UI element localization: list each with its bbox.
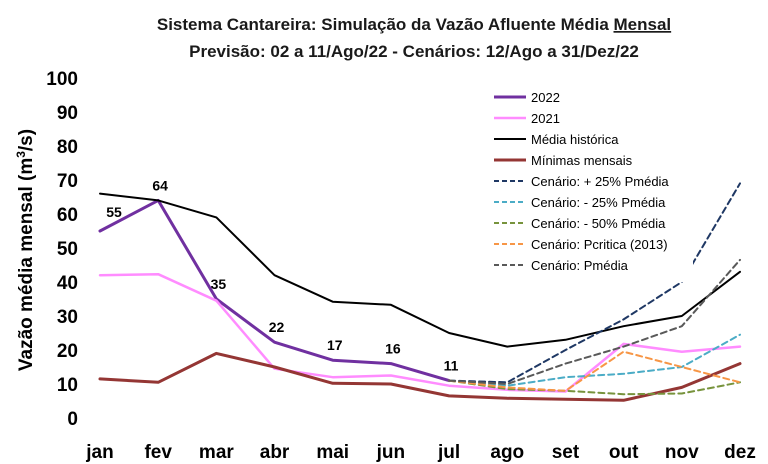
x-tick-label: ago bbox=[490, 442, 524, 463]
y-tick-label: 70 bbox=[57, 171, 78, 192]
y-tick-label: 60 bbox=[57, 205, 78, 226]
y-tick-label: 90 bbox=[57, 103, 78, 124]
y-tick-label: 30 bbox=[57, 307, 78, 328]
x-tick-label: jan bbox=[85, 442, 113, 463]
y-tick-label: 20 bbox=[57, 341, 78, 362]
x-tick-label: nov bbox=[665, 442, 699, 463]
x-tick-label: set bbox=[552, 442, 580, 463]
data-label: 64 bbox=[152, 177, 168, 193]
x-tick-label: mar bbox=[199, 442, 234, 463]
series-cenario-pmedia-line bbox=[448, 258, 741, 385]
data-labels-layer: 55 64 35 22 17 16 11 bbox=[106, 177, 458, 373]
legend-label-media-historica: Média histórica bbox=[531, 132, 619, 147]
series-media-historica-line bbox=[99, 192, 741, 348]
data-label: 17 bbox=[327, 337, 343, 353]
chart-title-line1: Sistema Cantareira: Simulação da Vazão A… bbox=[157, 15, 671, 34]
legend-label-cenario-pcritica-2013: Cenário: Pcritica (2013) bbox=[531, 237, 668, 252]
series-cenario-50-pmedia-line bbox=[448, 379, 741, 396]
x-tick-label: jul bbox=[437, 442, 460, 463]
y-tick-label: 0 bbox=[67, 409, 78, 430]
y-tick-label: 40 bbox=[57, 273, 78, 294]
data-label: 55 bbox=[106, 204, 122, 220]
x-tick-label: jun bbox=[376, 442, 406, 463]
y-tick-label: 100 bbox=[46, 69, 78, 90]
legend-label-2022: 2022 bbox=[531, 90, 560, 105]
data-label: 11 bbox=[444, 358, 459, 374]
legend-label-cenario-50-pmedia: Cenário: - 50% Pmédia bbox=[531, 216, 666, 231]
data-label: 22 bbox=[269, 319, 285, 335]
series-minimas-mensais-line bbox=[98, 351, 742, 402]
x-tick-label: out bbox=[609, 442, 639, 463]
data-label: 35 bbox=[211, 276, 227, 292]
series-layer bbox=[98, 182, 742, 402]
y-tick-label: 10 bbox=[57, 375, 78, 396]
legend-label-cenario-25-pmedia: Cenário: - 25% Pmédia bbox=[531, 195, 666, 210]
series-2021-line bbox=[98, 272, 742, 393]
x-tick-label: mai bbox=[316, 442, 349, 463]
axis-layer: 0 10 20 30 40 50 60 70 80 90 100 jan fev mar abr mai jun… bbox=[46, 69, 756, 463]
x-tick-label: fev bbox=[144, 442, 172, 463]
y-tick-label: 80 bbox=[57, 137, 78, 158]
y-axis-label: Vazão média mensal (m3/s) bbox=[14, 129, 37, 371]
x-tick-label: dez bbox=[724, 442, 756, 463]
legend-label-2021: 2021 bbox=[531, 111, 560, 126]
chart-title-line2: Previsão: 02 a 11/Ago/22 - Cenários: 12/… bbox=[189, 42, 639, 61]
series-cenario-25-pmedia-line bbox=[448, 333, 741, 387]
x-tick-label: abr bbox=[260, 442, 290, 463]
data-label: 16 bbox=[385, 341, 401, 357]
y-tick-label: 50 bbox=[57, 239, 78, 260]
legend-label-cenario-25-pmedia: Cenário: + 25% Pmédia bbox=[531, 174, 669, 189]
legend-label-minimas-mensais: Mínimas mensais bbox=[531, 153, 633, 168]
legend: 2022 2021 Média histórica Mínimas mensais Ce… bbox=[494, 90, 669, 273]
legend-label-cenario-pmedia: Cenário: Pmédia bbox=[531, 258, 629, 273]
series-cenario-pcritica-2013-line bbox=[448, 350, 741, 392]
